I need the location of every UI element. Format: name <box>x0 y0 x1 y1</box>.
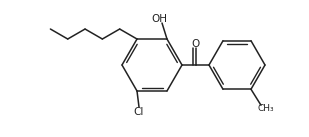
Text: CH₃: CH₃ <box>258 104 274 113</box>
Text: Cl: Cl <box>134 107 144 117</box>
Text: OH: OH <box>151 14 167 24</box>
Text: O: O <box>191 39 200 49</box>
